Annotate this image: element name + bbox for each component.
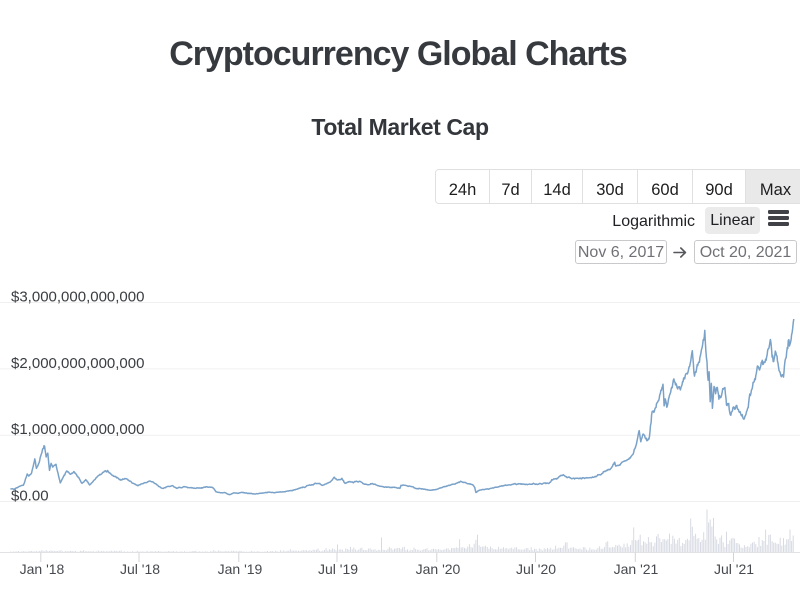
svg-text:Jan '20: Jan '20 [416, 561, 461, 577]
svg-text:Jul '19: Jul '19 [318, 561, 358, 577]
svg-text:Jan '21: Jan '21 [614, 561, 659, 577]
svg-text:$3,000,000,000,000: $3,000,000,000,000 [11, 289, 144, 306]
svg-text:Jan '19: Jan '19 [218, 561, 263, 577]
svg-text:Jul '21: Jul '21 [714, 561, 754, 577]
svg-text:Jul '20: Jul '20 [516, 561, 556, 577]
svg-text:$1,000,000,000,000: $1,000,000,000,000 [11, 421, 144, 438]
svg-text:$2,000,000,000,000: $2,000,000,000,000 [11, 355, 144, 372]
svg-text:Jul '18: Jul '18 [120, 561, 160, 577]
svg-text:$0.00: $0.00 [11, 488, 49, 505]
svg-text:Jan '18: Jan '18 [20, 561, 65, 577]
